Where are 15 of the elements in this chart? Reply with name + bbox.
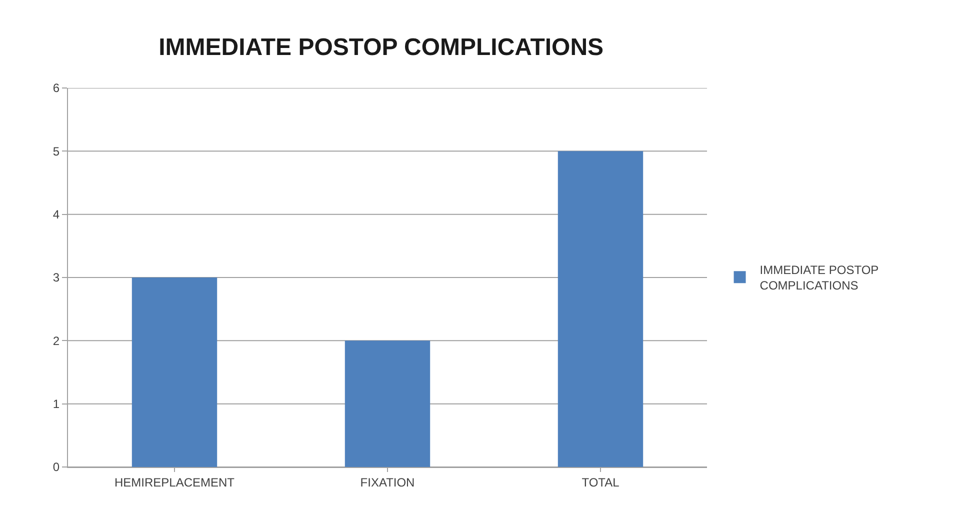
y-tick-label: 3 (52, 270, 60, 285)
x-tick-label: HEMIREPLACEMENT (114, 475, 236, 490)
y-tick-label: 0 (52, 460, 60, 474)
bar (558, 151, 644, 467)
chart-title: IMMEDIATE POSTOP COMPLICATIONS (158, 34, 604, 62)
x-tick-label: FIXATION (360, 475, 415, 490)
y-tick-label: 4 (52, 208, 60, 222)
y-tick-label: 1 (52, 397, 60, 412)
y-tick-label: 2 (52, 334, 60, 348)
y-tick-label: 6 (52, 81, 60, 96)
bar (132, 278, 218, 467)
y-tick-label: 5 (52, 144, 60, 158)
x-tick-label: TOTAL (582, 475, 620, 490)
bar (344, 340, 430, 467)
legend-label: IMMEDIATE POSTOP COMPLICATIONS (760, 262, 879, 293)
